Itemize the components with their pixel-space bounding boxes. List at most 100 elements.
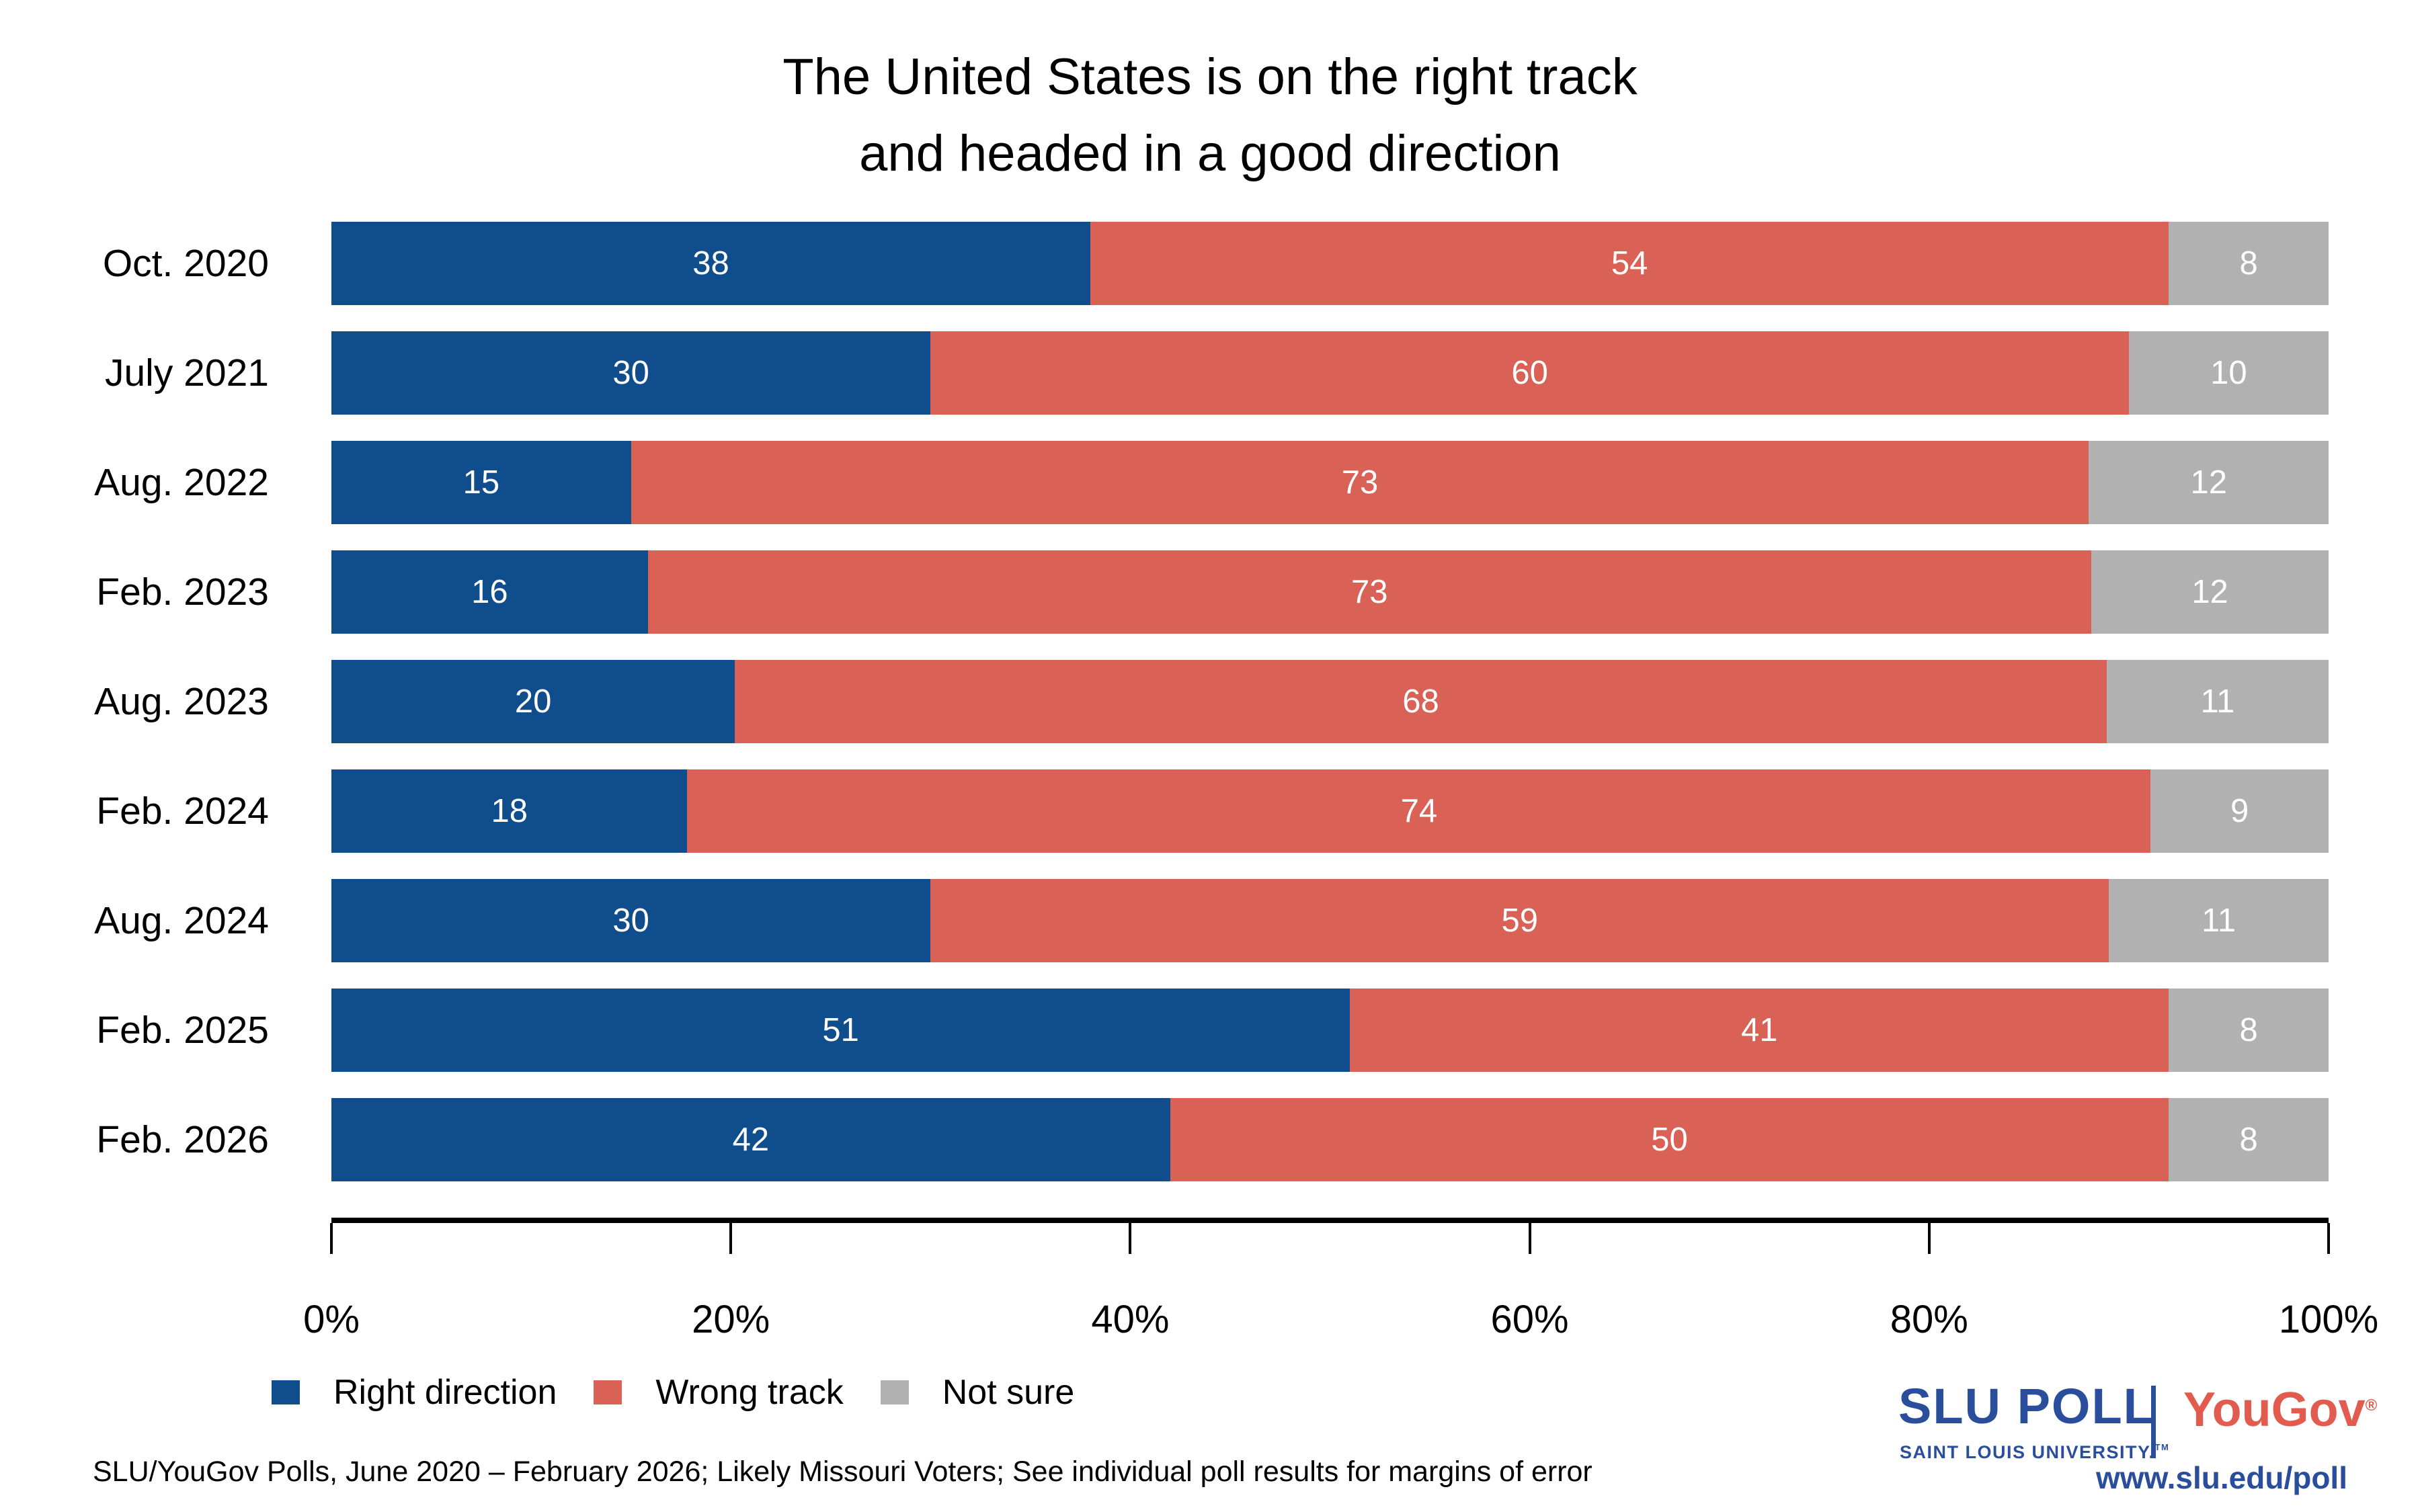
category-label: Feb. 2025: [96, 1009, 269, 1052]
bar-segment-wrong-track: 41: [1350, 989, 2169, 1072]
slu-poll-logo-slu: SLU: [1898, 1378, 2002, 1434]
x-axis-tick-label: 20%: [692, 1298, 770, 1341]
slu-logo-subtitle: SAINT LOUIS UNIVERSITY.TM: [1900, 1442, 2170, 1462]
segment-value-label: 20: [514, 683, 552, 720]
category-label: Aug. 2023: [94, 680, 269, 723]
category-label: Oct. 2020: [102, 242, 269, 285]
legend-swatch-right-direction: [272, 1380, 300, 1404]
legend-label: Wrong track: [655, 1373, 844, 1412]
bar-row: Aug. 2023 20 68 11: [0, 660, 2329, 743]
bar-row: Aug. 2024 30 59 11: [0, 879, 2329, 962]
bar-segment-wrong-track: 59: [930, 879, 2109, 962]
x-axis-tick: [1927, 1223, 1931, 1254]
bar-segment-wrong-track: 50: [1170, 1098, 2169, 1181]
x-axis-tick: [2327, 1223, 2330, 1254]
segment-value-label: 15: [462, 464, 500, 501]
legend-item-right-direction: Right direction: [272, 1372, 557, 1413]
chart-title-line1: The United States is on the right track: [782, 48, 1638, 106]
x-axis-tick: [1528, 1223, 1531, 1254]
bar-row: Feb. 2026 42 50 8: [0, 1098, 2329, 1181]
bar-segment-not-sure: 8: [2169, 222, 2329, 305]
x-axis-line: [331, 1218, 2329, 1223]
segment-value-label: 8: [2239, 1012, 2258, 1048]
segment-value-label: 38: [692, 245, 729, 282]
segment-value-label: 50: [1651, 1122, 1688, 1158]
bar-segment-right-direction: 20: [331, 660, 735, 743]
bar-row: Feb. 2023 16 73 12: [0, 550, 2329, 634]
bar-segment-wrong-track: 54: [1090, 222, 2169, 305]
registered-symbol: ®: [2365, 1396, 2378, 1415]
trademark-symbol: TM: [2154, 1442, 2170, 1452]
bar-segment-wrong-track: 60: [930, 331, 2129, 415]
x-axis-tick-label: 100%: [2278, 1298, 2379, 1341]
segment-value-label: 60: [1511, 355, 1548, 391]
segment-value-label: 73: [1341, 464, 1379, 501]
segment-value-label: 12: [2190, 464, 2227, 501]
bar-segment-wrong-track: 74: [687, 769, 2151, 853]
legend: Right direction Wrong track Not sure: [272, 1372, 1074, 1413]
bar-segment-right-direction: 15: [331, 441, 631, 524]
stacked-bar: 16 73 12: [331, 550, 2329, 634]
chart-title: The United States is on the right track …: [0, 39, 2420, 192]
stacked-bar: 20 68 11: [331, 660, 2329, 743]
x-axis-tick-label: 40%: [1091, 1298, 1170, 1341]
stacked-bar: 42 50 8: [331, 1098, 2329, 1181]
segment-value-label: 54: [1611, 245, 1648, 282]
x-axis: 0% 20% 40% 60% 80% 100%: [303, 1218, 2378, 1372]
bar-segment-not-sure: 11: [2109, 879, 2329, 962]
x-axis-tick-label: 80%: [1890, 1298, 1968, 1341]
category-label: Feb. 2024: [96, 790, 269, 833]
bar-segment-right-direction: 30: [331, 331, 931, 415]
stacked-bar: 38 54 8: [331, 222, 2329, 305]
legend-item-wrong-track: Wrong track: [594, 1372, 844, 1413]
category-label: Feb. 2026: [96, 1118, 269, 1161]
segment-value-label: 12: [2191, 574, 2228, 610]
slu-poll-logo: SLU POLL: [1898, 1382, 2155, 1431]
segment-value-label: 73: [1351, 574, 1388, 610]
legend-label: Not sure: [942, 1373, 1075, 1412]
segment-value-label: 68: [1402, 683, 1439, 720]
bar-segment-not-sure: 8: [2169, 1098, 2329, 1181]
category-label: Aug. 2024: [94, 899, 269, 942]
bar-segment-right-direction: 42: [331, 1098, 1170, 1181]
x-axis-tick: [330, 1223, 333, 1254]
segment-value-label: 8: [2239, 1122, 2258, 1158]
slu-poll-logo-poll: POLL: [2017, 1378, 2155, 1434]
bar-segment-right-direction: 18: [331, 769, 688, 853]
bar-segment-right-direction: 38: [331, 222, 1090, 305]
bar-segment-wrong-track: 73: [631, 441, 2089, 524]
segment-value-label: 11: [2202, 902, 2236, 939]
category-label: Aug. 2022: [94, 461, 269, 504]
bar-segment-not-sure: 8: [2169, 989, 2329, 1072]
stacked-bar: 30 60 10: [331, 331, 2329, 415]
segment-value-label: 74: [1400, 793, 1438, 829]
category-label: Feb. 2023: [96, 571, 269, 614]
category-label: July 2021: [104, 351, 269, 394]
bar-segment-wrong-track: 68: [735, 660, 2107, 743]
chart-title-line2: and headed in a good direction: [859, 125, 1561, 182]
segment-value-label: 51: [822, 1012, 859, 1048]
bar-row: Feb. 2024 18 74 9: [0, 769, 2329, 853]
segment-value-label: 30: [612, 902, 649, 939]
legend-swatch-not-sure: [880, 1380, 909, 1404]
x-axis-tick-label: 0%: [303, 1298, 360, 1341]
bar-segment-wrong-track: 73: [647, 550, 2091, 634]
segment-value-label: 30: [612, 355, 649, 391]
yougov-logo: YouGov®: [2183, 1383, 2378, 1437]
segment-value-label: 11: [2200, 683, 2235, 720]
segment-value-label: 8: [2239, 245, 2258, 282]
x-axis-tick: [729, 1223, 733, 1254]
stacked-bar: 15 73 12: [331, 441, 2329, 524]
bar-row: Feb. 2025 51 41 8: [0, 989, 2329, 1072]
bar-segment-not-sure: 10: [2128, 331, 2329, 415]
x-axis-tick-label: 60%: [1490, 1298, 1569, 1341]
x-axis-tick: [1129, 1223, 1132, 1254]
bar-segment-right-direction: 30: [331, 879, 931, 962]
bar-segment-right-direction: 51: [331, 989, 1350, 1072]
bar-row: Aug. 2022 15 73 12: [0, 441, 2329, 524]
segment-value-label: 59: [1501, 902, 1538, 939]
segment-value-label: 41: [1741, 1012, 1778, 1048]
bar-segment-not-sure: 12: [2089, 441, 2329, 524]
segment-value-label: 18: [491, 793, 528, 829]
